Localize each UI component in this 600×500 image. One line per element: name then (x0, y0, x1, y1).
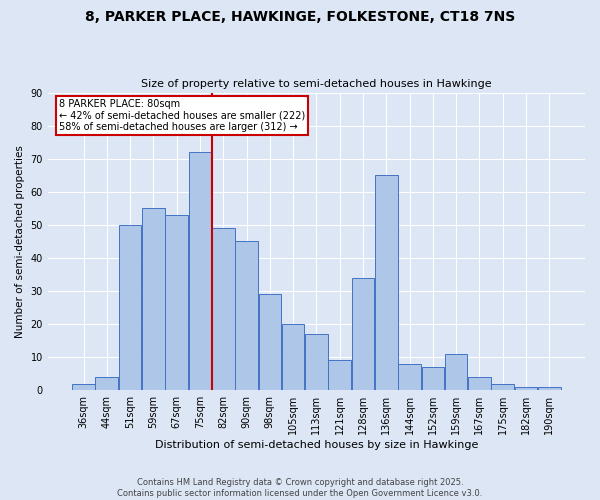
Bar (95, 377, 118, 390)
Bar (538, 387, 560, 390)
Bar (305, 334, 328, 390)
Bar (235, 242, 258, 390)
Text: Contains HM Land Registry data © Crown copyright and database right 2025.
Contai: Contains HM Land Registry data © Crown c… (118, 478, 482, 498)
Bar (398, 364, 421, 390)
Text: 8 PARKER PLACE: 80sqm
← 42% of semi-detached houses are smaller (222)
58% of sem: 8 PARKER PLACE: 80sqm ← 42% of semi-deta… (59, 98, 305, 132)
Bar (422, 367, 444, 390)
Title: Size of property relative to semi-detached houses in Hawkinge: Size of property relative to semi-detach… (141, 79, 492, 89)
Bar (468, 377, 491, 390)
Bar (166, 215, 188, 390)
Bar (352, 278, 374, 390)
Bar (282, 324, 304, 390)
Bar (142, 208, 164, 390)
Bar (212, 228, 235, 390)
Bar (188, 152, 211, 390)
Text: 8, PARKER PLACE, HAWKINGE, FOLKESTONE, CT18 7NS: 8, PARKER PLACE, HAWKINGE, FOLKESTONE, C… (85, 10, 515, 24)
Bar (445, 354, 467, 390)
Bar (491, 384, 514, 390)
X-axis label: Distribution of semi-detached houses by size in Hawkinge: Distribution of semi-detached houses by … (155, 440, 478, 450)
Bar (515, 387, 537, 390)
Bar (259, 294, 281, 390)
Bar (119, 225, 142, 390)
Bar (328, 360, 351, 390)
Y-axis label: Number of semi-detached properties: Number of semi-detached properties (15, 145, 25, 338)
Bar (375, 175, 398, 390)
Bar (72, 384, 95, 390)
